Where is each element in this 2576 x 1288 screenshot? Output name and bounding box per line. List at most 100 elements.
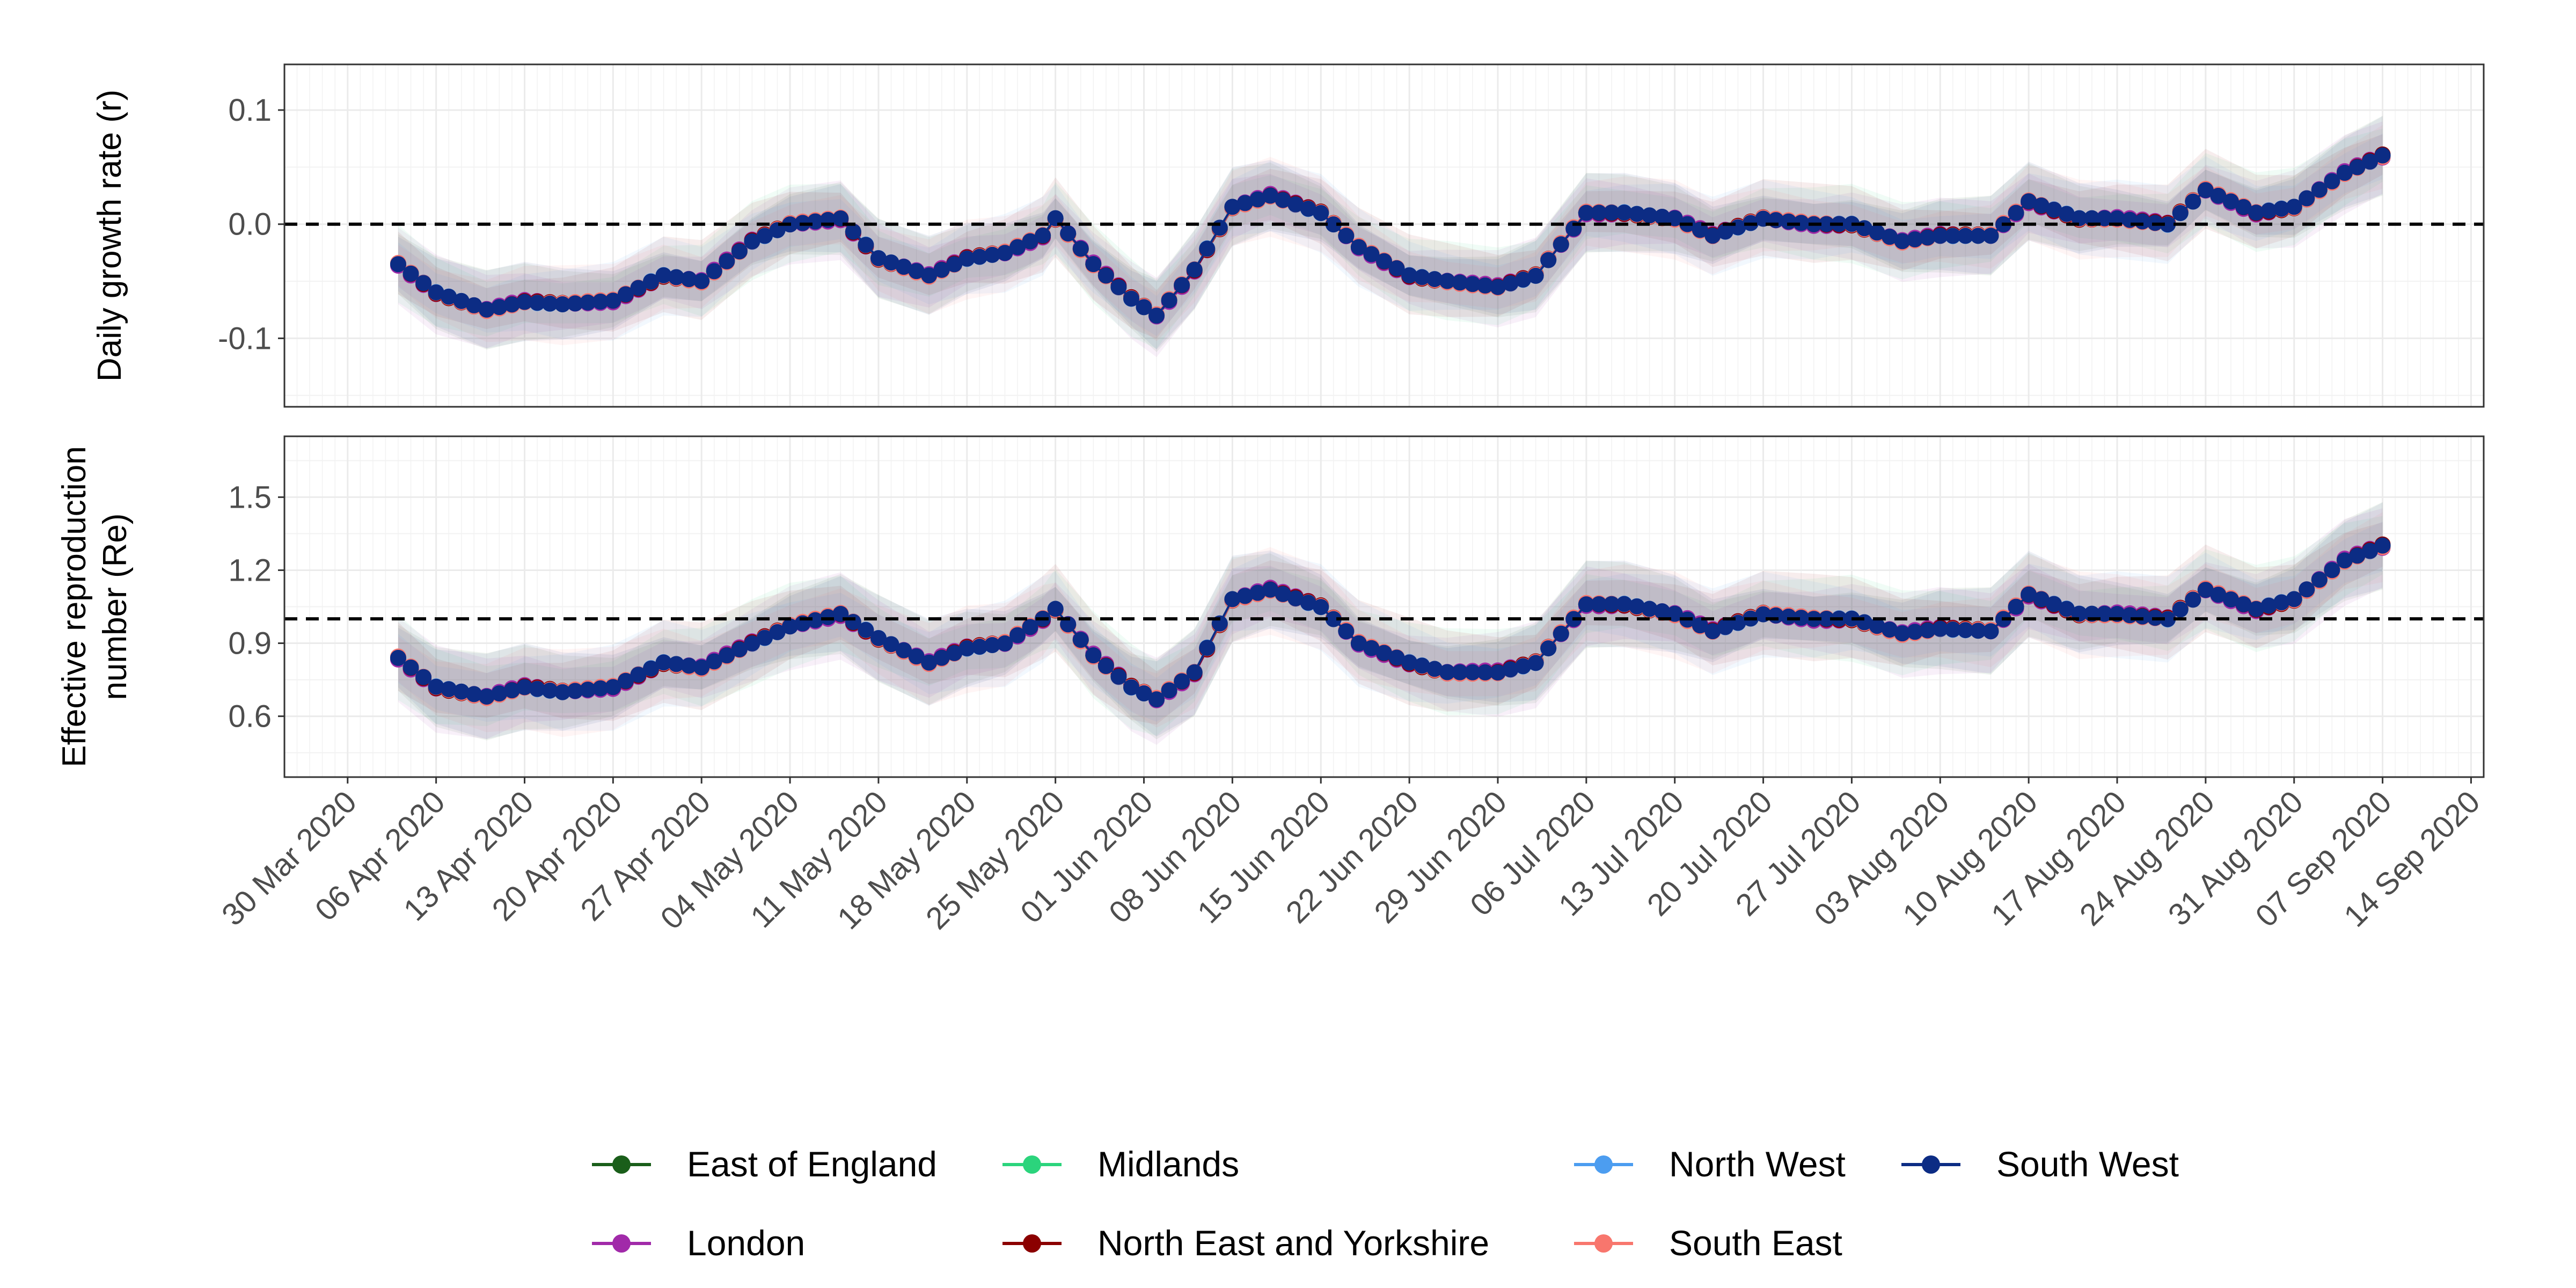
data-point <box>2362 543 2379 559</box>
data-point <box>1224 199 1241 215</box>
data-point <box>2311 181 2328 198</box>
data-point <box>1022 619 1038 635</box>
data-point <box>1641 601 1658 617</box>
data-point <box>2222 591 2239 608</box>
data-point <box>1186 261 1203 278</box>
data-point <box>1970 228 1986 244</box>
y-tick-label: 1.2 <box>228 553 272 588</box>
data-point <box>1982 228 1999 244</box>
data-point <box>1616 596 1633 612</box>
data-point <box>1148 691 1165 708</box>
data-point <box>1199 640 1216 656</box>
data-point <box>1148 308 1165 324</box>
data-point <box>731 641 748 658</box>
data-point <box>2349 159 2366 175</box>
data-point <box>529 295 546 311</box>
data-point <box>643 273 659 290</box>
data-point <box>2235 596 2252 612</box>
data-point <box>1793 215 1810 231</box>
data-point <box>1666 210 1683 226</box>
data-point <box>1704 623 1721 640</box>
reproduction-number-panel: 1.5 1.2 0.9 0.6 Effective reproduction number… <box>56 435 2485 778</box>
data-point <box>1818 216 1835 232</box>
data-point <box>769 222 786 238</box>
data-point <box>1123 679 1139 696</box>
data-point <box>1161 292 1177 309</box>
data-point <box>706 653 722 670</box>
data-point <box>1704 228 1721 244</box>
data-point <box>643 660 659 677</box>
data-point <box>1174 277 1190 294</box>
data-point <box>971 639 988 655</box>
legend-label: South East <box>1669 1223 1842 1263</box>
data-point <box>1502 275 1519 291</box>
data-point <box>2248 204 2265 221</box>
data-point <box>503 296 520 313</box>
data-point <box>946 256 963 273</box>
data-point <box>2185 193 2201 210</box>
confidence-band <box>398 115 2383 353</box>
confidence-band <box>398 522 2383 725</box>
legend-key-marker <box>1594 1155 1613 1174</box>
data-point <box>1944 228 1961 244</box>
data-point <box>1275 586 1291 602</box>
data-point <box>402 265 419 282</box>
data-point <box>997 635 1013 652</box>
data-point <box>453 683 470 700</box>
data-point <box>1338 623 1355 640</box>
data-point <box>858 237 874 253</box>
data-point <box>592 680 609 697</box>
data-point <box>1072 632 1089 648</box>
data-point <box>503 682 520 699</box>
data-point <box>2109 210 2125 226</box>
data-point <box>466 297 482 313</box>
data-point <box>1540 252 1557 268</box>
data-point <box>984 637 1000 654</box>
data-point <box>1224 591 1241 608</box>
data-point <box>655 654 672 671</box>
data-point <box>2324 562 2340 579</box>
data-point <box>1236 195 1253 211</box>
data-point <box>1489 664 1506 681</box>
data-point <box>1540 640 1557 657</box>
data-point <box>1287 590 1304 606</box>
data-point <box>1894 625 1911 642</box>
data-point <box>883 636 899 653</box>
data-point <box>1489 279 1506 295</box>
panel-border <box>283 63 2485 408</box>
data-point <box>1350 239 1367 255</box>
data-point <box>1426 661 1443 677</box>
data-point <box>1591 596 1607 612</box>
data-point <box>845 223 861 240</box>
y-tick-label: -0.1 <box>218 321 272 356</box>
confidence-band <box>398 116 2383 350</box>
data-point <box>1464 276 1481 292</box>
data-point <box>1502 661 1519 678</box>
data-point <box>402 659 419 676</box>
data-point <box>1869 618 1885 634</box>
data-point <box>390 256 406 273</box>
data-point <box>2021 586 2037 603</box>
data-point <box>491 299 508 316</box>
data-point <box>2286 591 2302 608</box>
data-point <box>858 621 874 638</box>
data-point <box>1793 610 1810 626</box>
data-point <box>516 679 533 696</box>
data-point <box>807 612 824 628</box>
data-point <box>567 295 583 312</box>
data-point <box>2058 206 2075 222</box>
y-axis-title-line: Daily growth rate (r) <box>91 90 128 382</box>
data-point <box>617 286 634 303</box>
data-point <box>580 682 596 698</box>
data-point <box>958 250 975 267</box>
data-point <box>1464 664 1481 680</box>
confidence-band <box>398 516 2383 736</box>
legend-key-marker <box>1023 1234 1041 1253</box>
data-point <box>908 648 925 665</box>
legend-key-marker <box>612 1234 631 1253</box>
data-point <box>933 649 950 666</box>
data-point <box>491 685 508 702</box>
data-point <box>1477 664 1494 680</box>
data-point <box>617 672 634 689</box>
data-point <box>453 292 470 309</box>
